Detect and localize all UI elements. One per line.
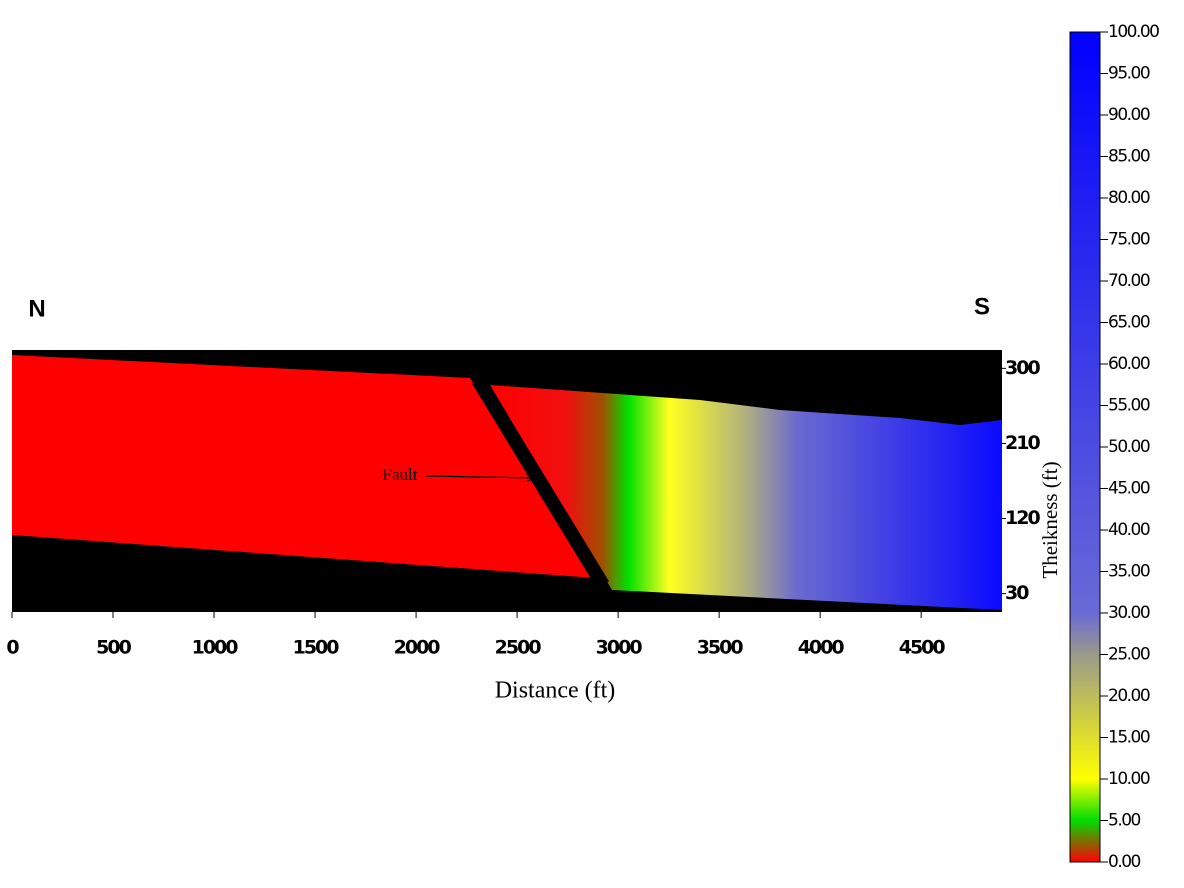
colorbar-label: Theikness (ft): [1038, 461, 1062, 578]
y-tick-label: 300: [1005, 357, 1040, 379]
x-tick-label: 500: [96, 637, 131, 659]
y-tick-label: 120: [1005, 507, 1040, 529]
colorbar-tick-label: 60.00: [1108, 354, 1150, 374]
colorbar-tick-label: 5.00: [1108, 811, 1141, 831]
colorbar-tick-label: 75.00: [1108, 230, 1150, 250]
south-block: [490, 385, 1002, 610]
colorbar-tick-label: 65.00: [1108, 313, 1150, 333]
north-block: [12, 355, 595, 578]
colorbar-tick-label: 55.00: [1108, 396, 1150, 416]
colorbar-tick-label: 100.00: [1108, 22, 1159, 42]
x-tick-label: 4500: [899, 637, 946, 659]
colorbar-tick-label: 35.00: [1108, 562, 1150, 582]
y-tick-label: 30: [1005, 582, 1029, 604]
colorbar-tick-label: 10.00: [1108, 769, 1150, 789]
fault-annotation: Fault: [383, 465, 418, 484]
colorbar-tick-label: 90.00: [1108, 105, 1150, 125]
colorbar-tick-label: 0.00: [1108, 852, 1141, 872]
x-tick-label: 3000: [596, 637, 643, 659]
colorbar-tick-label: 95.00: [1108, 64, 1150, 84]
colorbar-tick-label: 70.00: [1108, 271, 1150, 291]
colorbar-tick-label: 50.00: [1108, 437, 1150, 457]
colorbar-tick-label: 30.00: [1108, 603, 1150, 623]
colorbar-tick-label: 80.00: [1108, 188, 1150, 208]
colorbar-tick-label: 15.00: [1108, 728, 1150, 748]
colorbar: [1069, 31, 1101, 863]
y-tick-label: 210: [1005, 432, 1040, 454]
annotation-arrow: [425, 476, 535, 478]
colorbar-tick-label: 40.00: [1108, 520, 1150, 540]
x-tick-label: 2000: [394, 637, 441, 659]
colorbar-tick-label: 85.00: [1108, 147, 1150, 167]
colorbar-tick-label: 45.00: [1108, 479, 1150, 499]
x-tick-label: 1000: [192, 637, 239, 659]
x-tick-label: 3500: [697, 637, 744, 659]
x-tick-label: 2500: [495, 637, 542, 659]
x-tick-label: 4000: [798, 637, 845, 659]
north-label: N: [28, 295, 45, 322]
x-axis-label: Distance (ft): [495, 678, 616, 704]
colorbar-tick-label: 20.00: [1108, 686, 1150, 706]
colorbar-tick-label: 25.00: [1108, 645, 1150, 665]
x-tick-label: 0: [6, 637, 19, 659]
cross-section: [12, 350, 1002, 612]
x-tick-label: 1500: [293, 637, 340, 659]
south-label: S: [974, 293, 990, 320]
fault-line: [472, 376, 609, 589]
